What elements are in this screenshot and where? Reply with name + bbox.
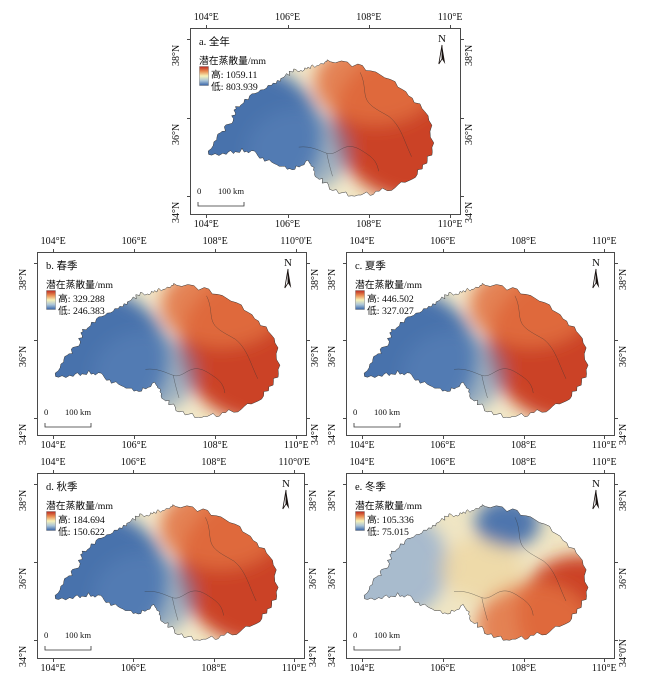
svg-text:0: 0: [44, 407, 48, 417]
svg-text:0: 0: [353, 630, 357, 640]
svg-text:100 km: 100 km: [65, 407, 91, 417]
svg-text:0: 0: [197, 186, 201, 196]
svg-text:100 km: 100 km: [374, 407, 400, 417]
svg-text:N: N: [592, 478, 600, 490]
svg-text:N: N: [284, 257, 292, 269]
svg-text:N: N: [592, 257, 600, 269]
svg-text:N: N: [438, 33, 446, 45]
svg-text:100 km: 100 km: [218, 186, 244, 196]
svg-text:100 km: 100 km: [65, 630, 91, 640]
svg-text:0: 0: [44, 630, 48, 640]
svg-text:N: N: [282, 478, 290, 490]
svg-text:100 km: 100 km: [374, 630, 400, 640]
svg-text:0: 0: [353, 407, 357, 417]
